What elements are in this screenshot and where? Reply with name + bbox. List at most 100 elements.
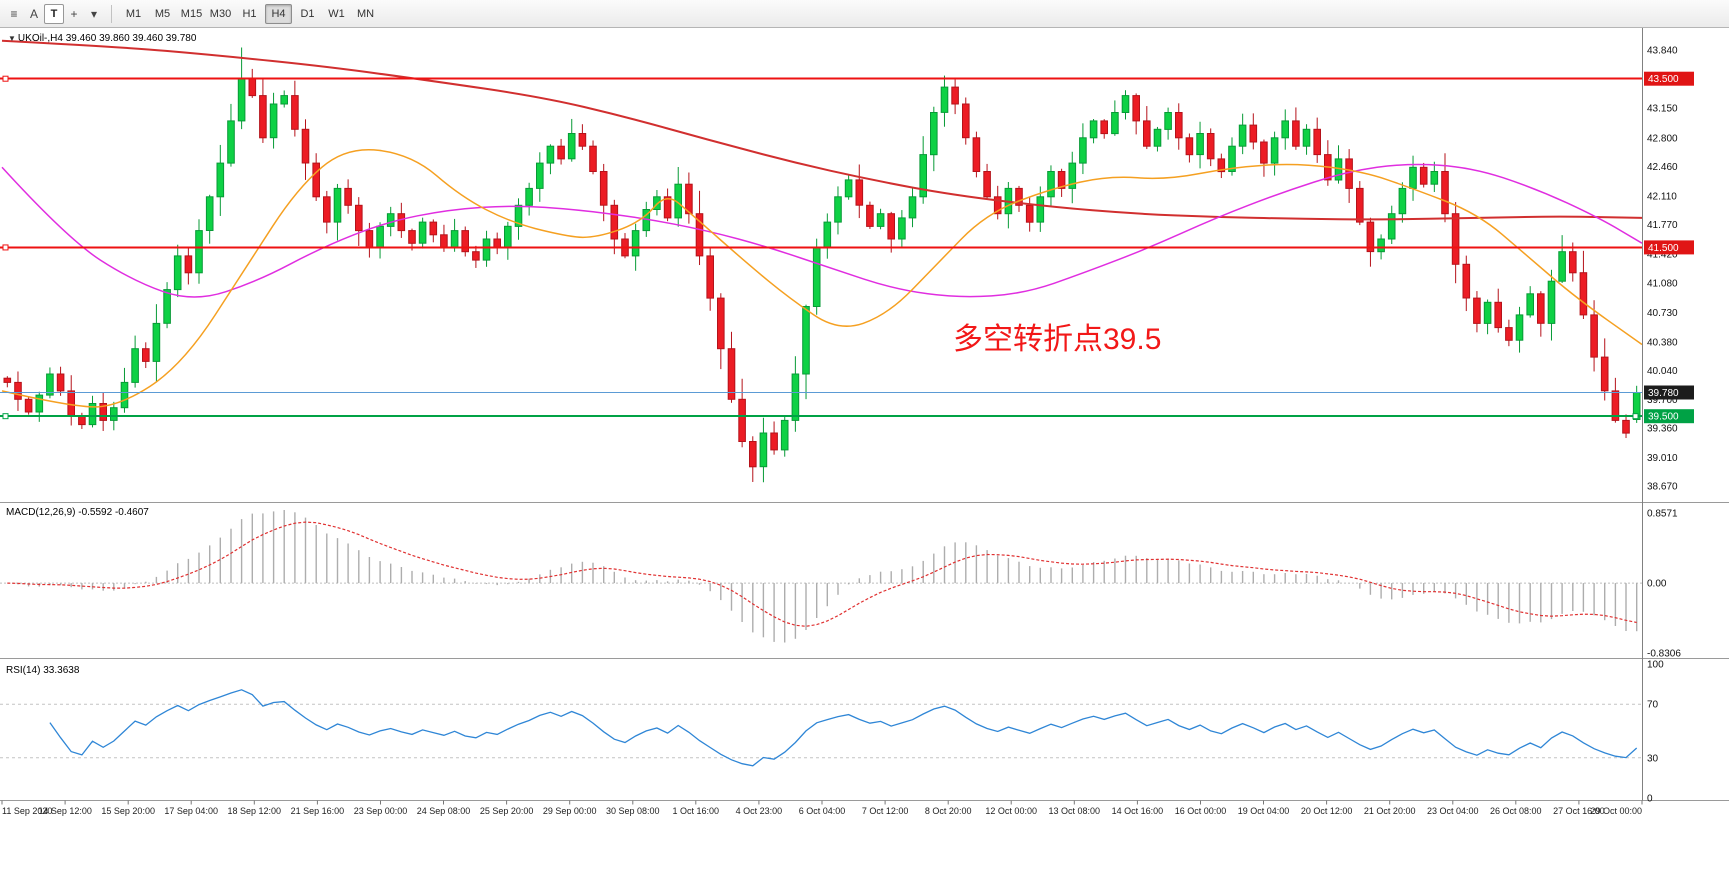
candle — [418, 221, 427, 244]
annotation-a-icon[interactable]: A — [29, 6, 38, 21]
price-chart-canvas[interactable]: 多空转折点39.543.84043.15042.80042.46042.1104… — [0, 28, 1729, 896]
candle — [993, 196, 1002, 215]
candle — [546, 145, 555, 164]
candle — [1377, 238, 1385, 253]
candle — [1281, 120, 1290, 139]
candle — [504, 225, 512, 248]
timeframe-m15-button[interactable]: M15 — [178, 4, 205, 24]
candle — [365, 230, 374, 249]
candle — [1175, 112, 1183, 139]
candlestick-series — [3, 47, 1641, 483]
candle — [1430, 171, 1439, 185]
macd-histogram — [17, 510, 1638, 643]
candle — [227, 120, 235, 164]
time-tick-label: 30 Sep 08:00 — [606, 806, 660, 816]
candle — [1569, 251, 1577, 274]
line-handle[interactable] — [2, 75, 9, 82]
time-tick-label: 18 Sep 12:00 — [228, 806, 282, 816]
candle — [408, 230, 416, 244]
candle — [898, 217, 906, 240]
candle — [46, 373, 54, 396]
price-tick-label: 41.770 — [1647, 220, 1678, 231]
candle — [631, 230, 640, 257]
candle — [791, 373, 800, 421]
timeframe-m1-button[interactable]: M1 — [120, 4, 147, 24]
candle — [1206, 133, 1215, 160]
chart-properties-icon[interactable]: ≡ — [10, 6, 18, 21]
time-tick-label: 11 Sep 2020 — [2, 806, 52, 816]
text-tool-icon[interactable]: T — [44, 3, 64, 24]
candle — [1164, 112, 1172, 130]
timeframe-w1-button[interactable]: W1 — [323, 4, 350, 24]
candle — [301, 128, 310, 164]
candle — [376, 225, 384, 248]
timeframe-m5-button[interactable]: M5 — [149, 4, 176, 24]
candle — [344, 187, 352, 206]
candle — [1600, 356, 1609, 392]
time-tick-label: 23 Oct 04:00 — [1427, 806, 1479, 816]
candle — [1121, 95, 1130, 113]
timeframe-h4-button[interactable]: H4 — [265, 3, 292, 24]
price-tick-label: 42.460 — [1647, 162, 1678, 173]
candle — [88, 403, 97, 426]
candle — [866, 204, 874, 227]
price-tag-39-5-text: 39.500 — [1648, 412, 1679, 423]
candle — [184, 255, 193, 274]
candle — [14, 381, 22, 400]
chart-annotation[interactable]: 多空转折点39.5 — [953, 323, 1161, 356]
line-handle[interactable] — [1632, 413, 1639, 420]
price-tick-label: 43.150 — [1647, 104, 1678, 115]
candle — [1409, 166, 1417, 189]
timeframe-m30-button[interactable]: M30 — [207, 4, 234, 24]
price-tag-39-5 — [1644, 409, 1694, 424]
candle — [323, 196, 331, 223]
price-tick-label: 40.380 — [1647, 337, 1678, 348]
candle — [1590, 314, 1598, 358]
candle — [780, 419, 789, 451]
timeframe-mn-button[interactable]: MN — [352, 4, 379, 24]
candle — [1356, 187, 1364, 223]
line-handle[interactable] — [2, 244, 9, 251]
time-tick-label: 16 Oct 00:00 — [1175, 806, 1227, 816]
candle — [1547, 280, 1556, 324]
price-tick-label: 39.360 — [1647, 424, 1678, 435]
timeframe-d1-button[interactable]: D1 — [294, 4, 321, 24]
time-tick-label: 14 Sep 12:00 — [38, 806, 92, 816]
candle — [237, 78, 246, 122]
time-tick-label: 27 Oct 16:00 — [1553, 806, 1605, 816]
drawing-tools-dropdown-arrow-icon[interactable]: ▾ — [90, 6, 98, 21]
time-tick-label: 20 Oct 12:00 — [1301, 806, 1353, 816]
candle — [1302, 128, 1311, 147]
rsi-tick-label: 100 — [1647, 660, 1664, 671]
drawing-tools-icon[interactable]: + — [70, 6, 78, 21]
time-tick-label: 7 Oct 12:00 — [862, 806, 909, 816]
rsi-panel: 100 70 30 0 — [0, 660, 1664, 805]
price-tag-41-5 — [1644, 240, 1694, 255]
time-tick-label: 19 Oct 04:00 — [1238, 806, 1290, 816]
candle — [599, 171, 608, 206]
toolbar: ≡ A T + ▾ M1 M5 M15 M30 H1 H4 D1 W1 MN — [0, 0, 1729, 28]
timeframe-h1-button[interactable]: H1 — [236, 4, 263, 24]
candle — [1537, 293, 1545, 324]
price-tick-label: 42.800 — [1647, 133, 1678, 144]
candle — [749, 441, 757, 468]
candle — [1483, 301, 1492, 324]
candle — [440, 234, 448, 249]
macd-signal-line — [7, 521, 1637, 627]
candle — [663, 196, 672, 219]
candle — [1100, 120, 1109, 135]
price-tick-label: 38.670 — [1647, 482, 1678, 493]
candle — [525, 187, 533, 206]
time-tick-label: 17 Sep 04:00 — [164, 806, 218, 816]
candle — [1473, 297, 1481, 324]
time-tick-label: 15 Sep 20:00 — [101, 806, 155, 816]
candle — [386, 213, 395, 227]
rsi-tick-label: 30 — [1647, 753, 1659, 764]
macd-tick-label: 0.8571 — [1647, 509, 1678, 520]
candle — [717, 297, 725, 350]
candle — [173, 255, 182, 291]
line-handle[interactable] — [2, 413, 9, 420]
candle — [962, 103, 970, 139]
candle — [24, 398, 33, 413]
